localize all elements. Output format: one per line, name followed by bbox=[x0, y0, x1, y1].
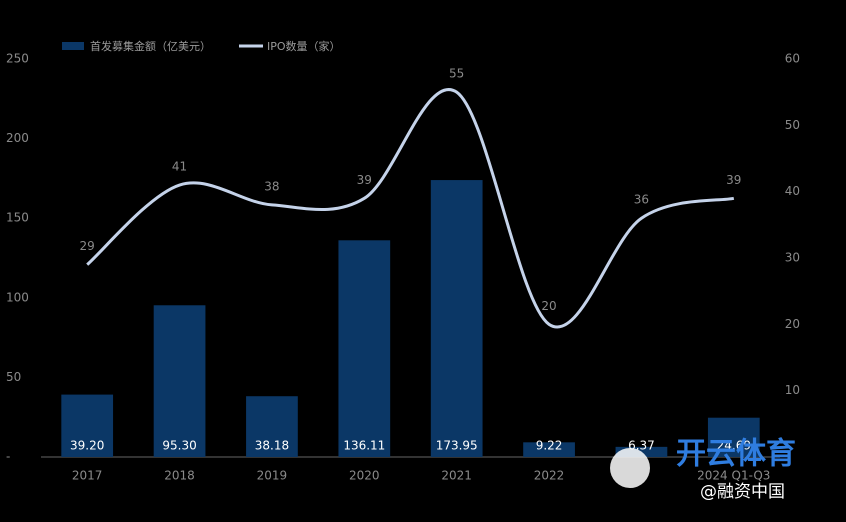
y2-tick-label: 10 bbox=[785, 383, 800, 397]
legend-label: IPO数量（家） bbox=[267, 39, 341, 53]
x-tick-label: 2017 bbox=[72, 469, 103, 483]
bar-value-label: 95.30 bbox=[162, 439, 196, 453]
watermark-text: @融资中国 bbox=[700, 482, 785, 502]
x-tick-label: 2021 bbox=[441, 469, 472, 483]
line-value-label: 38 bbox=[264, 179, 279, 193]
x-tick-label: 2020 bbox=[349, 469, 380, 483]
y2-tick-label: 50 bbox=[785, 118, 800, 132]
bar-value-label: 173.95 bbox=[436, 439, 478, 453]
legend-label: 首发募集金额（亿美元） bbox=[90, 39, 211, 53]
line-value-label: 41 bbox=[172, 160, 187, 174]
line-value-label: 29 bbox=[80, 239, 95, 253]
y2-tick-label: 60 bbox=[785, 52, 800, 66]
line-value-label: 55 bbox=[449, 67, 464, 81]
bar bbox=[153, 305, 206, 457]
bar-value-label: 9.22 bbox=[536, 439, 563, 453]
line-value-label: 36 bbox=[634, 193, 649, 207]
line bbox=[86, 88, 735, 329]
bar bbox=[707, 417, 760, 457]
y-tick-label: 50 bbox=[6, 370, 21, 384]
legend-swatch bbox=[62, 42, 84, 50]
y-tick-label: 100 bbox=[6, 290, 29, 304]
bar bbox=[523, 442, 575, 457]
x-tick-label: 2018 bbox=[164, 469, 195, 483]
watermark-logo bbox=[610, 448, 650, 488]
y-tick-label: 200 bbox=[6, 131, 29, 145]
bar-value-label: 39.20 bbox=[70, 439, 104, 453]
bar bbox=[246, 396, 298, 457]
bar bbox=[61, 394, 114, 457]
y-tick-label: 150 bbox=[6, 211, 29, 225]
watermark-text: 开云体育 bbox=[676, 437, 796, 472]
x-tick-label: 2019 bbox=[257, 469, 288, 483]
bar-value-label: 136.11 bbox=[343, 439, 385, 453]
line-value-label: 20 bbox=[541, 299, 556, 313]
x-tick-label: 2022 bbox=[534, 469, 565, 483]
bar-value-label: 38.18 bbox=[255, 439, 289, 453]
y-tick-label: 250 bbox=[6, 52, 29, 66]
bar bbox=[338, 240, 391, 457]
line-value-label: 39 bbox=[357, 173, 372, 187]
y2-tick-label: 40 bbox=[785, 184, 800, 198]
y-tick-label: - bbox=[6, 450, 10, 464]
bar bbox=[430, 180, 483, 457]
y2-tick-label: 30 bbox=[785, 251, 800, 265]
x-tick-label: 2024 Q1-Q3 bbox=[697, 469, 770, 483]
bar-value-label: 24.69 bbox=[717, 439, 751, 453]
line-value-label: 39 bbox=[726, 173, 741, 187]
y2-tick-label: 20 bbox=[785, 317, 800, 331]
